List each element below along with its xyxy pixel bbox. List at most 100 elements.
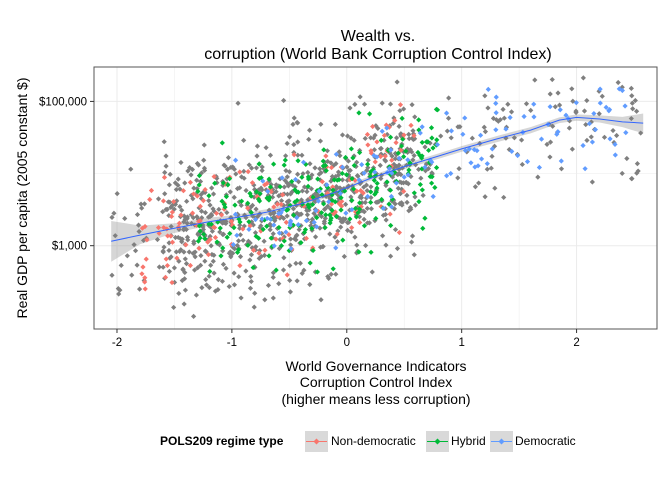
point-hybrid [328, 215, 334, 221]
point-no-regime [569, 146, 575, 152]
point-no-regime [290, 206, 297, 212]
point-no-regime [503, 135, 509, 141]
legend-key-marker [313, 438, 320, 445]
point-no-regime [281, 184, 287, 190]
point-no-regime [361, 216, 367, 222]
point-hybrid [245, 242, 251, 248]
point-democratic [393, 180, 400, 186]
point-no-regime [177, 203, 183, 210]
point-democratic [343, 210, 349, 216]
point-no-regime [624, 155, 630, 162]
point-no-regime [176, 248, 183, 255]
legend-key-marker [498, 438, 505, 445]
point-no-regime [208, 243, 214, 249]
point-non-democratic [180, 188, 187, 194]
point-hybrid [314, 215, 320, 221]
point-no-regime [389, 174, 396, 180]
point-hybrid [309, 225, 315, 232]
point-no-regime [215, 277, 221, 283]
point-hybrid [307, 260, 313, 266]
point-no-regime [309, 172, 315, 178]
point-no-regime [408, 239, 415, 245]
point-non-democratic [364, 131, 371, 138]
point-non-democratic [218, 212, 225, 218]
point-no-regime [276, 193, 282, 199]
point-no-regime [206, 284, 212, 291]
point-democratic [294, 214, 300, 221]
legend-entry-democratic: Democratic [490, 431, 576, 452]
point-hybrid [327, 217, 334, 223]
point-democratic [259, 216, 265, 222]
point-hybrid [256, 161, 262, 167]
point-hybrid [342, 154, 349, 161]
point-no-regime [273, 184, 280, 190]
point-no-regime [628, 176, 635, 182]
point-hybrid [338, 195, 344, 201]
point-no-regime [377, 162, 383, 168]
point-no-regime [167, 171, 173, 177]
point-no-regime [140, 237, 147, 244]
point-non-democratic [388, 163, 395, 169]
point-no-regime [208, 262, 214, 268]
point-no-regime [393, 135, 400, 141]
point-no-regime [365, 157, 371, 163]
point-no-regime [281, 202, 287, 208]
point-no-regime [176, 290, 182, 297]
point-hybrid [401, 154, 407, 160]
point-hybrid [246, 219, 252, 225]
point-hybrid [221, 201, 227, 208]
point-non-democratic [160, 198, 167, 204]
point-no-regime [295, 171, 301, 177]
point-democratic [333, 245, 339, 251]
point-non-democratic [189, 210, 196, 216]
point-democratic [622, 103, 628, 109]
point-hybrid [371, 177, 377, 183]
point-democratic [619, 87, 625, 94]
point-no-regime [368, 195, 374, 201]
point-non-democratic [280, 236, 286, 242]
point-no-regime [547, 91, 553, 97]
legend-title: POLS209 regime type [160, 434, 284, 448]
point-non-democratic [328, 201, 335, 207]
point-no-regime [304, 207, 310, 214]
point-no-regime [318, 213, 325, 220]
point-non-democratic [205, 251, 212, 258]
point-non-democratic [368, 148, 374, 154]
point-non-democratic [174, 255, 180, 261]
point-hybrid [378, 196, 385, 203]
point-democratic [379, 128, 385, 134]
point-no-regime [357, 94, 363, 100]
point-no-regime [508, 109, 515, 115]
point-no-regime [117, 287, 123, 293]
point-no-regime [628, 85, 634, 92]
point-no-regime [270, 270, 277, 276]
point-no-regime [295, 179, 302, 185]
point-hybrid [236, 216, 242, 222]
chart-title-line-1: Wealth vs. [341, 28, 415, 45]
point-hybrid [201, 231, 207, 237]
point-no-regime [500, 106, 506, 113]
point-hybrid [234, 249, 241, 255]
point-no-regime [335, 169, 342, 175]
point-no-regime [406, 208, 412, 214]
point-no-regime [209, 228, 215, 234]
point-no-regime [154, 236, 161, 243]
point-no-regime [464, 149, 470, 155]
point-hybrid [429, 174, 435, 180]
point-no-regime [308, 223, 314, 229]
point-no-regime [409, 233, 416, 239]
point-no-regime [249, 165, 255, 171]
point-no-regime [235, 100, 241, 106]
point-non-democratic [164, 262, 171, 269]
point-no-regime [181, 301, 187, 307]
point-no-regime [418, 175, 424, 181]
point-democratic [547, 104, 553, 110]
point-no-regime [247, 285, 254, 291]
point-hybrid [349, 176, 355, 182]
legend-entries: Non-democratic Hybrid Democratic [305, 431, 576, 452]
point-hybrid [214, 239, 220, 245]
point-non-democratic [268, 189, 274, 195]
point-hybrid [310, 247, 316, 254]
point-no-regime [342, 216, 348, 222]
point-democratic [380, 205, 386, 211]
